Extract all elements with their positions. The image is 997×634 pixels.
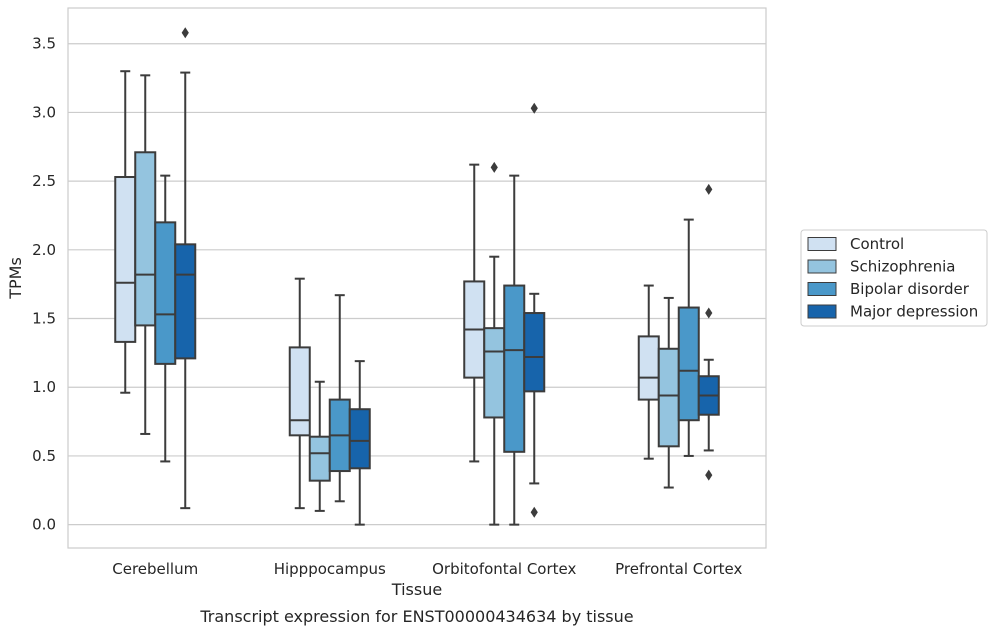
box-iqr xyxy=(523,312,546,393)
box-iqr xyxy=(677,306,700,422)
box-iqr xyxy=(288,346,311,437)
y-tick-label: 1.0 xyxy=(32,378,56,396)
box-schizophrenia xyxy=(657,296,680,489)
legend-frame xyxy=(800,229,988,327)
box-iqr xyxy=(154,221,177,365)
outlier-point xyxy=(530,506,538,518)
legend-swatch xyxy=(807,304,837,319)
x-tick-labels: Cerebellum Hipppocampus Orbitofontal Corte… xyxy=(112,560,742,578)
chart-caption: Transcript expression for ENST0000043463… xyxy=(199,607,633,626)
x-tick-label: Prefrontal Cortex xyxy=(615,560,742,578)
plot-frame xyxy=(67,7,767,549)
outlier-point xyxy=(490,161,498,173)
box-bipolar-disorder xyxy=(328,294,351,503)
y-axis-title: TPMs xyxy=(6,257,25,300)
box-schizophrenia xyxy=(134,74,157,435)
box-major-depression xyxy=(523,102,546,518)
outlier-point xyxy=(705,469,713,481)
box-control xyxy=(463,163,486,463)
box-bipolar-disorder xyxy=(503,174,526,526)
box-iqr xyxy=(348,408,371,470)
box-major-depression xyxy=(697,183,720,481)
box-iqr xyxy=(483,327,506,419)
y-tick-label: 2.0 xyxy=(32,241,56,259)
legend-swatch xyxy=(807,259,837,274)
legend-swatch xyxy=(807,237,837,251)
legend-label: Schizophrenia xyxy=(850,258,955,276)
x-axis-title: Tissue xyxy=(391,580,442,599)
x-tick-label: Cerebellum xyxy=(112,560,198,578)
box-schizophrenia xyxy=(483,161,506,526)
box-control xyxy=(637,284,660,460)
y-tick-label: 1.5 xyxy=(32,310,56,328)
outlier-point xyxy=(705,183,713,195)
y-tick-label: 3.0 xyxy=(32,103,56,121)
legend-label: Control xyxy=(850,235,904,253)
y-tick-labels: 0.0 0.5 1.0 1.5 2.0 2.5 3.0 3.5 xyxy=(32,35,56,534)
box-iqr xyxy=(503,284,526,453)
box-iqr xyxy=(308,435,331,482)
box-major-depression xyxy=(174,27,197,510)
y-tick-label: 0.0 xyxy=(32,516,56,534)
outlier-point xyxy=(530,102,538,114)
x-tick-label: Orbitofontal Cortex xyxy=(432,560,576,578)
box-iqr xyxy=(637,335,660,401)
box-groups xyxy=(114,27,720,526)
legend: Control Schizophrenia Bipolar disorder Majo… xyxy=(800,229,988,327)
box-major-depression xyxy=(348,360,371,526)
box-iqr xyxy=(114,176,137,343)
box-iqr xyxy=(657,347,680,448)
x-tick-label: Hipppocampus xyxy=(274,560,386,578)
box-bipolar-disorder xyxy=(154,174,177,463)
outlier-point xyxy=(181,27,189,39)
box-iqr xyxy=(174,243,197,360)
outlier-point xyxy=(705,307,713,319)
box-control xyxy=(288,277,311,510)
y-tick-label: 0.5 xyxy=(32,447,56,465)
box-bipolar-disorder xyxy=(677,218,700,457)
box-control xyxy=(114,70,137,394)
box-schizophrenia xyxy=(308,380,331,512)
legend-label: Major depression xyxy=(850,303,978,321)
legend-label: Bipolar disorder xyxy=(850,280,970,298)
y-tick-label: 3.5 xyxy=(32,35,56,53)
legend-swatch xyxy=(807,282,837,296)
box-iqr xyxy=(134,151,157,327)
y-tick-label: 2.5 xyxy=(32,172,56,190)
